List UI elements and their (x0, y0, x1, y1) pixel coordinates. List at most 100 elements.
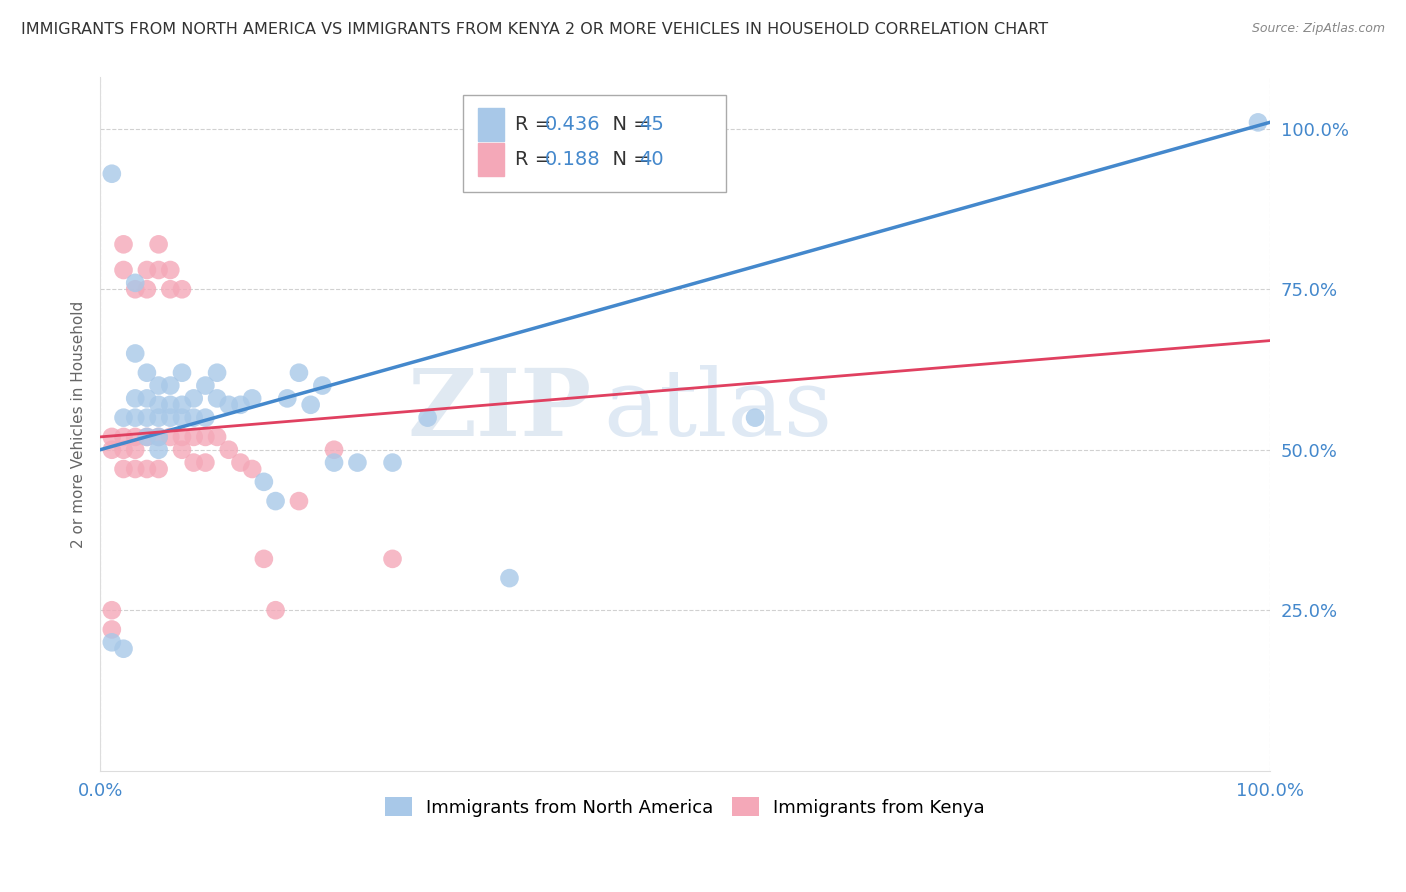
Point (170, 282, 193, 296)
Point (194, 430, 217, 444)
Point (170, 398, 193, 412)
Point (124, 410, 146, 425)
Point (124, 282, 146, 296)
Point (183, 456, 205, 470)
Point (323, 456, 346, 470)
Point (148, 398, 170, 412)
Bar (478, 108, 503, 141)
Point (170, 430, 193, 444)
Point (101, 623, 124, 637)
Point (183, 410, 205, 425)
Point (124, 442, 146, 457)
Point (124, 392, 146, 406)
Point (205, 392, 228, 406)
Point (264, 603, 287, 617)
Point (205, 430, 228, 444)
Point (101, 603, 124, 617)
Point (159, 398, 181, 412)
Point (135, 282, 157, 296)
Point (124, 462, 146, 476)
Text: 45: 45 (640, 115, 664, 134)
Point (112, 430, 135, 444)
Text: atlas: atlas (603, 365, 832, 455)
Point (170, 410, 193, 425)
Point (112, 442, 135, 457)
Point (170, 366, 193, 380)
Point (112, 641, 135, 656)
Point (1247, 115, 1270, 129)
Point (744, 410, 766, 425)
Point (124, 430, 146, 444)
Point (205, 366, 228, 380)
Point (381, 456, 404, 470)
Point (135, 430, 157, 444)
Point (148, 442, 170, 457)
Point (135, 366, 157, 380)
Point (101, 635, 124, 649)
Point (159, 378, 181, 392)
Legend: Immigrants from North America, Immigrants from Kenya: Immigrants from North America, Immigrant… (378, 790, 993, 824)
Point (148, 410, 170, 425)
Text: N =: N = (599, 150, 655, 169)
Point (124, 276, 146, 290)
Point (159, 430, 181, 444)
Point (229, 398, 252, 412)
Point (148, 263, 170, 277)
Point (240, 392, 263, 406)
Point (240, 462, 263, 476)
Point (170, 442, 193, 457)
Y-axis label: 2 or more Vehicles in Household: 2 or more Vehicles in Household (72, 301, 86, 548)
Point (159, 282, 181, 296)
Point (135, 462, 157, 476)
Point (498, 571, 520, 585)
Text: IMMIGRANTS FROM NORTH AMERICA VS IMMIGRANTS FROM KENYA 2 OR MORE VEHICLES IN HOU: IMMIGRANTS FROM NORTH AMERICA VS IMMIGRA… (21, 22, 1049, 37)
Text: ZIP: ZIP (408, 365, 592, 455)
Point (323, 442, 346, 457)
Point (148, 237, 170, 252)
Point (183, 392, 205, 406)
Point (381, 552, 404, 566)
Bar (478, 143, 503, 176)
Point (183, 430, 205, 444)
Point (135, 430, 157, 444)
Text: N =: N = (599, 115, 655, 134)
Point (229, 456, 252, 470)
Point (276, 392, 298, 406)
Point (194, 410, 217, 425)
Point (148, 462, 170, 476)
Point (101, 430, 124, 444)
Text: 40: 40 (640, 150, 664, 169)
Text: 0.188: 0.188 (544, 150, 600, 169)
Point (288, 494, 311, 508)
Point (288, 366, 311, 380)
Point (135, 410, 157, 425)
Point (148, 378, 170, 392)
Point (159, 410, 181, 425)
Point (112, 237, 135, 252)
Point (112, 462, 135, 476)
Point (311, 378, 333, 392)
FancyBboxPatch shape (463, 95, 725, 192)
Point (253, 475, 276, 489)
Point (218, 398, 240, 412)
Point (416, 410, 439, 425)
Point (148, 430, 170, 444)
Point (112, 410, 135, 425)
Point (159, 263, 181, 277)
Point (264, 494, 287, 508)
Point (299, 398, 322, 412)
Text: R =: R = (516, 115, 558, 134)
Point (124, 346, 146, 360)
Text: 0.436: 0.436 (544, 115, 600, 134)
Point (101, 442, 124, 457)
Point (112, 263, 135, 277)
Point (135, 263, 157, 277)
Point (194, 456, 217, 470)
Text: Source: ZipAtlas.com: Source: ZipAtlas.com (1251, 22, 1385, 36)
Point (148, 430, 170, 444)
Point (253, 552, 276, 566)
Point (135, 392, 157, 406)
Point (194, 378, 217, 392)
Point (346, 456, 368, 470)
Point (218, 442, 240, 457)
